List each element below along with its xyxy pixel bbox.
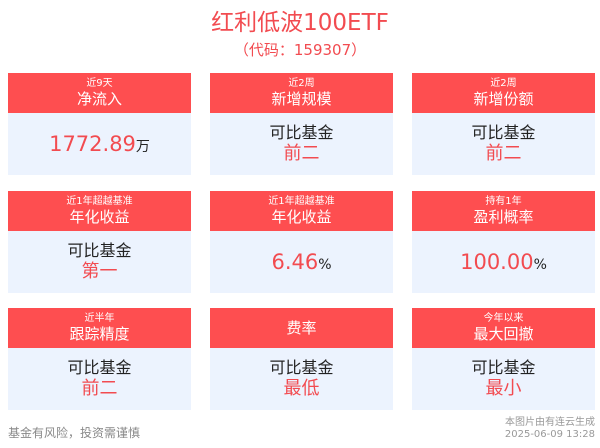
source-note: 本图片由有连云生成 2025-06-09 13:28 — [505, 417, 595, 441]
card-header: 费率 — [210, 308, 393, 348]
card-body: 可比基金 前二 — [8, 348, 191, 410]
metric-value: 6.46 — [271, 250, 319, 274]
fund-code: （代码：159307） — [233, 41, 367, 59]
card-title: 新增份额 — [473, 89, 534, 108]
metric-card: 近9天 净流入 1772.89万 — [8, 73, 191, 175]
metric-card: 近2周 新增规模 可比基金 前二 — [210, 73, 393, 175]
metric-card: 近1年超越基准 年化收益 6.46% — [210, 191, 393, 293]
metric-rank: 第一 — [81, 261, 118, 282]
metric-label: 可比基金 — [67, 241, 132, 260]
card-period: 今年以来 — [483, 312, 524, 324]
card-header: 近1年超越基准 年化收益 — [210, 191, 393, 231]
card-header: 近2周 新增规模 — [210, 73, 393, 113]
metric-card: 持有1年 盈利概率 100.00% — [412, 191, 595, 293]
metric-rank: 前二 — [81, 378, 118, 399]
card-body: 可比基金 最小 — [412, 348, 595, 410]
metric-label: 可比基金 — [471, 358, 536, 377]
card-title: 新增规模 — [271, 89, 332, 108]
metric-card: 费率 可比基金 最低 — [210, 308, 393, 410]
card-title: 年化收益 — [69, 207, 130, 226]
metric-rank: 最小 — [485, 378, 522, 399]
card-body: 可比基金 第一 — [8, 231, 191, 293]
card-title: 年化收益 — [271, 207, 332, 226]
card-header: 近2周 新增份额 — [412, 73, 595, 113]
card-title: 净流入 — [76, 89, 122, 108]
card-title: 最大回撤 — [473, 324, 534, 343]
metric-unit: 万 — [135, 139, 150, 155]
card-period: 近2周 — [288, 77, 315, 89]
card-body: 100.00% — [412, 231, 595, 293]
metric-label: 可比基金 — [269, 123, 334, 142]
card-body: 1772.89万 — [8, 113, 191, 175]
card-body: 6.46% — [210, 231, 393, 293]
metric-rank: 最低 — [283, 378, 320, 399]
card-title: 跟踪精度 — [69, 324, 130, 343]
metric-label: 可比基金 — [67, 358, 132, 377]
metric-value: 1772.89 — [49, 132, 136, 156]
metric-rank: 前二 — [485, 143, 522, 164]
card-body: 可比基金 前二 — [412, 113, 595, 175]
card-period: 持有1年 — [485, 195, 522, 207]
metric-card: 今年以来 最大回撤 可比基金 最小 — [412, 308, 595, 410]
card-period: 近1年超越基准 — [66, 195, 133, 207]
risk-disclaimer: 基金有风险，投资需谨慎 — [8, 426, 141, 440]
card-period: 近2周 — [490, 77, 517, 89]
metric-card: 近半年 跟踪精度 可比基金 前二 — [8, 308, 191, 410]
metric-label: 可比基金 — [269, 358, 334, 377]
page-title: 红利低波100ETF — [211, 10, 389, 36]
metric-card: 近1年超越基准 年化收益 可比基金 第一 — [8, 191, 191, 293]
source-text: 本图片由有连云生成 — [505, 417, 595, 428]
card-body: 可比基金 前二 — [210, 113, 393, 175]
metric-card: 近2周 新增份额 可比基金 前二 — [412, 73, 595, 175]
card-period: 近1年超越基准 — [268, 195, 335, 207]
metric-value: 100.00 — [460, 250, 534, 274]
metric-label: 可比基金 — [471, 123, 536, 142]
metric-rank: 前二 — [283, 143, 320, 164]
card-header: 近半年 跟踪精度 — [8, 308, 191, 348]
metric-unit: % — [318, 257, 332, 273]
timestamp: 2025-06-09 13:28 — [504, 429, 595, 440]
card-period: 近9天 — [86, 77, 113, 89]
card-header: 今年以来 最大回撤 — [412, 308, 595, 348]
card-title: 盈利概率 — [473, 207, 534, 226]
card-header: 近9天 净流入 — [8, 73, 191, 113]
card-header: 持有1年 盈利概率 — [412, 191, 595, 231]
metric-unit: % — [533, 257, 547, 273]
card-body: 可比基金 最低 — [210, 348, 393, 410]
card-header: 近1年超越基准 年化收益 — [8, 191, 191, 231]
card-title: 费率 — [286, 318, 317, 337]
card-period: 近半年 — [84, 312, 115, 324]
